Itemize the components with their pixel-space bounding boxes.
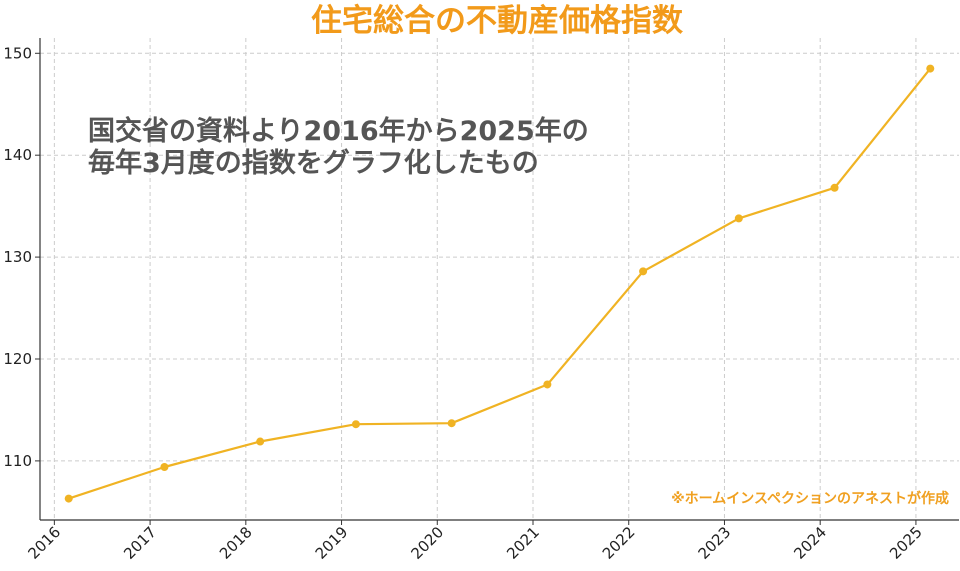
chart-text: 住宅総合の不動産価格指数 国交省の資料より2016年から2025年の 毎年3月度…: [88, 3, 949, 507]
data-point: [639, 267, 648, 276]
series-polyline: [68, 67, 932, 500]
chart-title: 住宅総合の不動産価格指数: [311, 3, 683, 39]
data-point: [734, 214, 743, 223]
data-point: [926, 64, 935, 73]
x-tick-label: 2024: [790, 523, 830, 563]
data-point: [351, 420, 360, 429]
y-tick-label: 140: [3, 146, 32, 164]
x-tick-label: 2020: [407, 523, 447, 563]
grid: [40, 38, 959, 520]
data-point: [447, 419, 456, 428]
annotation-line-2: 毎年3月度の指数をグラフ化したもの: [88, 147, 539, 179]
y-tick-label: 150: [3, 44, 32, 62]
x-tick-label: 2017: [120, 523, 160, 563]
x-tick-label: 2019: [312, 523, 352, 563]
data-point: [256, 437, 265, 446]
x-tick-label: 2023: [695, 523, 735, 563]
x-tick-label: 2025: [886, 523, 926, 563]
data-point: [543, 380, 552, 389]
series-line: [64, 64, 935, 503]
x-tick-label: 2016: [25, 523, 65, 563]
annotation-line-1: 国交省の資料より2016年から2025年の: [88, 115, 589, 147]
data-point: [160, 463, 169, 472]
y-tick-label: 120: [3, 350, 32, 368]
x-tick-label: 2022: [599, 523, 639, 563]
y-tick-label: 130: [3, 248, 32, 266]
data-point: [830, 183, 839, 192]
x-tick-label: 2018: [216, 523, 256, 563]
x-tick-label: 2021: [503, 523, 543, 563]
y-tick-label: 110: [3, 452, 32, 470]
data-point: [64, 494, 73, 503]
credit-note: ※ホームインスペクションのアネストが作成: [671, 490, 949, 507]
